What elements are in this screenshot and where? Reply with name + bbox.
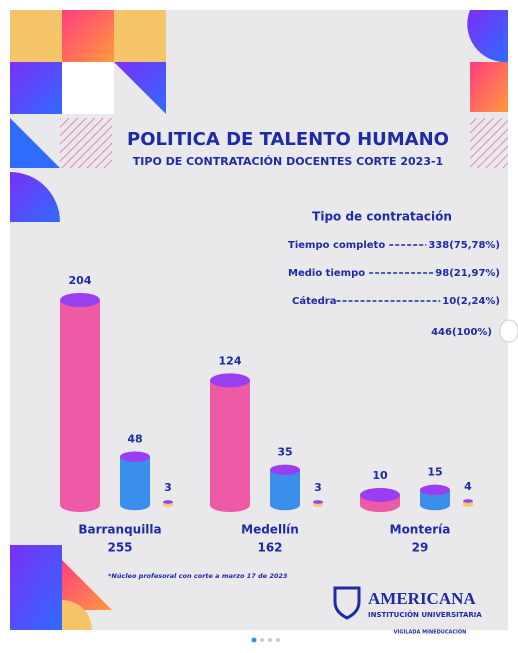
bar-top [270, 464, 300, 476]
grand-total: 446(100%) [431, 327, 492, 338]
bar [463, 500, 473, 505]
legend-label: Tiempo completo [288, 240, 385, 251]
category-label: Montería [390, 523, 451, 537]
value-label: 35 [277, 446, 292, 459]
bar-top [463, 499, 473, 503]
footnote: *Núcleo profesoral con corte a marzo 17 … [108, 572, 288, 580]
category-label: Barranquilla [78, 523, 161, 537]
bar [120, 456, 150, 505]
value-label: 48 [127, 433, 142, 446]
legend-value: 338(75,78%) [428, 240, 500, 251]
bar-top [313, 500, 323, 504]
bar-top [163, 500, 173, 504]
bar [60, 300, 100, 505]
brand-note: VIGILADA MINEDUCACIÓN [394, 629, 467, 636]
bar [210, 380, 250, 505]
value-label: 124 [219, 354, 242, 367]
category-total: 29 [412, 541, 429, 555]
bar-top [60, 293, 100, 307]
subtitle: TIPO DE CONTRATACIÓN DOCENTES CORTE 2023… [133, 155, 443, 168]
value-label: 15 [427, 466, 442, 479]
category-total: 255 [107, 541, 132, 555]
value-label: 10 [372, 469, 388, 482]
legend-value: 98(21,97%) [435, 268, 500, 279]
brand: AMERICANA [368, 589, 476, 608]
bar-top [210, 373, 250, 388]
bar-top [120, 451, 150, 463]
value-label: 3 [314, 481, 322, 494]
bar-top [360, 487, 400, 502]
legend-label: Medio tiempo [288, 268, 365, 279]
bar [270, 469, 300, 505]
category-label: Medellín [241, 523, 299, 537]
decoration [10, 10, 518, 643]
bar-top [420, 484, 450, 496]
legend-value: 10(2,24%) [442, 296, 500, 307]
legend-title: Tipo de contratación [312, 210, 452, 224]
brand-subtitle: INSTITUCIÓN UNIVERSITARIA [368, 610, 482, 619]
title: POLITICA DE TALENTO HUMANO [127, 129, 449, 150]
category-total: 162 [257, 541, 282, 555]
legend-label: Cátedra [292, 295, 337, 307]
logo [333, 586, 361, 620]
value-label: 4 [464, 480, 472, 493]
value-label: 204 [69, 274, 92, 287]
value-label: 3 [164, 481, 172, 494]
